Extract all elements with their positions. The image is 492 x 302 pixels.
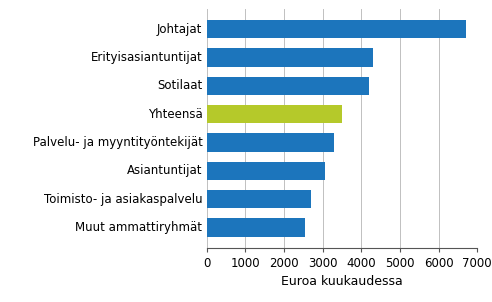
X-axis label: Euroa kuukaudessa: Euroa kuukaudessa: [281, 275, 403, 288]
Bar: [207, 105, 342, 124]
Bar: [207, 190, 311, 208]
Bar: [207, 48, 373, 67]
Bar: [207, 77, 369, 95]
Bar: [207, 162, 325, 180]
Bar: [207, 133, 334, 152]
Bar: [207, 218, 305, 237]
Bar: [207, 20, 465, 38]
